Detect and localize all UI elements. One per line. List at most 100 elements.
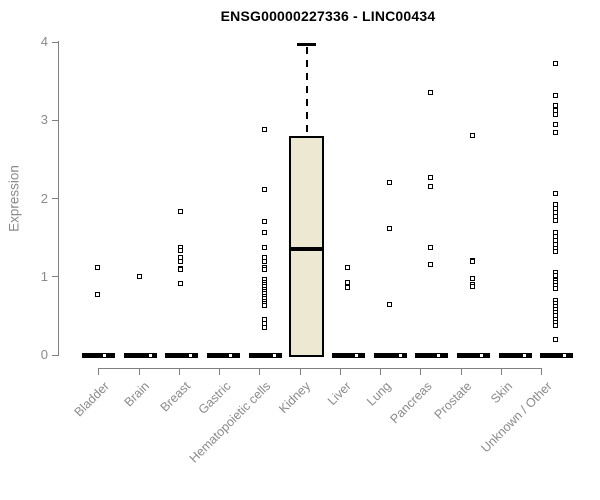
zero-data-point <box>521 352 527 358</box>
x-tick-label: Unknown / Other <box>478 379 556 456</box>
data-point <box>261 303 267 309</box>
x-tick-label: Kidney <box>276 379 314 416</box>
y-axis-line <box>57 41 59 356</box>
zero-data-point <box>353 352 359 358</box>
data-point <box>261 245 267 251</box>
y-tick-label: 4 <box>40 34 48 49</box>
data-point <box>428 245 434 251</box>
data-point <box>178 267 184 273</box>
y-tick <box>52 198 58 199</box>
zero-data-point <box>436 352 442 358</box>
x-tick <box>178 368 180 375</box>
x-tick <box>541 368 543 375</box>
data-point <box>95 264 100 270</box>
x-tick-label: Gastric <box>195 379 234 417</box>
y-tick <box>52 276 58 278</box>
data-point <box>553 249 559 255</box>
x-tick-label: Skin <box>487 379 515 407</box>
data-point <box>553 336 559 342</box>
data-point <box>553 130 559 136</box>
data-point <box>261 325 267 331</box>
x-tick-label: Brain <box>121 379 153 410</box>
data-point <box>469 275 475 281</box>
box <box>289 135 325 357</box>
x-tick <box>299 368 301 375</box>
zero-data-point <box>188 352 194 358</box>
zero-data-point <box>147 352 153 358</box>
zero-bar <box>498 352 532 358</box>
x-tick <box>420 368 422 375</box>
chart-title: ENSG00000227336 - LINC00434 <box>220 8 436 24</box>
zero-bar <box>206 352 240 358</box>
x-tick-label: Pancreas <box>387 379 435 427</box>
x-axis-line <box>98 368 542 369</box>
data-point <box>553 61 559 67</box>
data-point <box>553 112 559 118</box>
y-tick-label: 2 <box>40 190 48 206</box>
y-tick <box>52 119 58 121</box>
x-tick-label: Bladder <box>71 379 113 420</box>
zero-bar <box>123 352 157 358</box>
zero-data-point <box>562 352 568 358</box>
x-tick <box>219 368 221 375</box>
data-point <box>178 248 184 254</box>
x-tick <box>460 368 462 375</box>
data-point <box>428 184 434 190</box>
data-point <box>178 280 184 286</box>
x-tick <box>138 368 140 375</box>
zero-bar <box>540 352 574 358</box>
data-point <box>469 133 475 139</box>
data-point <box>553 322 559 328</box>
data-point <box>261 259 267 265</box>
data-point <box>178 209 184 215</box>
data-point <box>178 258 184 264</box>
zero-bar <box>456 352 490 358</box>
data-point <box>136 274 142 280</box>
data-point <box>553 217 559 223</box>
x-tick <box>339 368 341 375</box>
y-tick <box>52 41 58 43</box>
x-tick <box>380 368 382 375</box>
data-point <box>553 285 559 291</box>
zero-bar <box>415 352 449 358</box>
data-point <box>553 102 559 108</box>
zero-bar <box>248 352 282 358</box>
data-point <box>553 93 559 99</box>
median-line <box>289 246 325 251</box>
data-point <box>386 225 392 231</box>
data-point <box>428 174 434 180</box>
x-tick <box>98 368 100 375</box>
x-tick-label: Prostate <box>431 379 475 422</box>
upper-whisker <box>305 47 308 135</box>
zero-bar <box>82 352 115 358</box>
data-point <box>428 261 434 267</box>
x-tick-label: Breast <box>157 379 193 415</box>
zero-bar <box>165 352 199 358</box>
zero-data-point <box>271 352 277 358</box>
data-point <box>553 190 559 196</box>
x-tick <box>259 368 261 375</box>
x-tick <box>501 368 502 375</box>
data-point <box>344 279 350 285</box>
x-tick-label: Lung <box>364 379 395 409</box>
data-point <box>553 107 559 113</box>
data-point <box>386 180 392 186</box>
data-point <box>261 127 267 133</box>
zero-data-point <box>397 352 403 358</box>
data-point <box>95 292 100 298</box>
whisker-cap <box>297 42 317 46</box>
data-point <box>469 259 475 265</box>
data-point <box>261 267 267 273</box>
zero-bar <box>331 352 365 358</box>
data-point <box>261 187 267 193</box>
zero-data-point <box>102 352 107 358</box>
y-tick-label: 1 <box>40 268 48 284</box>
data-point <box>261 229 267 235</box>
y-tick-label: 3 <box>40 112 48 128</box>
data-point <box>344 264 350 270</box>
y-tick-label: 0 <box>40 347 48 362</box>
zero-data-point <box>478 352 484 358</box>
y-tick <box>52 354 58 356</box>
